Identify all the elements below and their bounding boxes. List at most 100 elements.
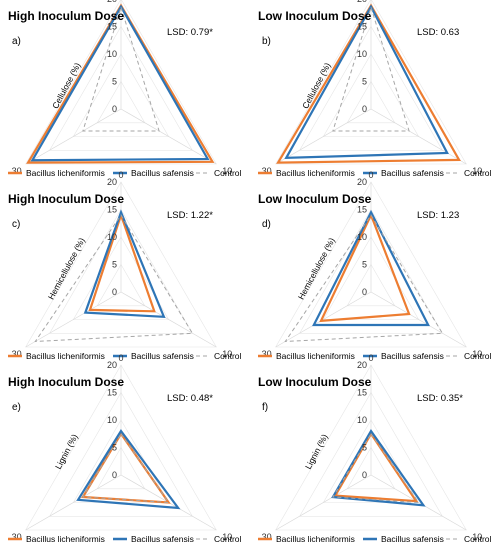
legend-label: Control — [214, 168, 242, 178]
radial-tick-label: 5 — [362, 443, 367, 453]
panel-title: Low Inoculum Dose — [258, 9, 372, 23]
radial-tick-label: 5 — [112, 77, 117, 87]
radar-grid-ring — [346, 446, 396, 490]
lsd-label: LSD: 1.22* — [167, 210, 213, 221]
legend-label: Control — [214, 351, 242, 361]
panel-letter: a) — [12, 36, 21, 47]
radar-grid-ring — [299, 391, 443, 517]
axis-category-label: 30 — [262, 532, 272, 542]
axis-category-label: 10 — [472, 166, 482, 176]
radial-tick-label: 20 — [107, 360, 117, 370]
radar-grid-ring — [72, 53, 170, 137]
radar-spoke — [275, 291, 372, 348]
radial-tick-label: 15 — [357, 22, 367, 32]
radar-spoke — [25, 291, 122, 348]
radar-grid-ring — [49, 391, 193, 517]
panel-title: Low Inoculum Dose — [258, 192, 372, 206]
radial-tick-label: 10 — [357, 49, 367, 59]
radar-panel-f: 20 15 10 5 0 0 10 30 Lignin (%) Low Inoculum Dose… — [258, 353, 492, 544]
radar-grid-ring — [322, 419, 420, 503]
radar-spoke — [25, 108, 122, 165]
series-bacillus-safensis — [312, 209, 430, 327]
radar-grid-ring — [49, 25, 193, 151]
radial-tick-label: 20 — [357, 177, 367, 187]
panel-letter: e) — [12, 402, 21, 413]
axis-category-label: 0 — [368, 353, 373, 363]
radar-spoke — [120, 291, 217, 348]
radar-grid-ring — [96, 263, 146, 307]
radial-tick-label: 10 — [107, 415, 117, 425]
radar-spoke — [120, 108, 217, 165]
radial-tick-label: 5 — [112, 260, 117, 270]
legend-label: Bacillus licheniformis — [276, 351, 355, 361]
radial-tick-label: 10 — [107, 49, 117, 59]
series-bacillus-licheniformis — [88, 211, 156, 313]
panel-title: High Inoculum Dose — [8, 375, 124, 389]
series-control — [82, 5, 160, 132]
legend-label: Bacillus safensis — [131, 168, 194, 178]
radial-tick-label: 20 — [357, 0, 367, 4]
lsd-label: LSD: 0.48* — [167, 393, 213, 404]
radar-panel-c: 20 15 10 5 0 0 10 30 Hemicellulose (%) High Inocu… — [8, 170, 242, 361]
radial-tick-label: 0 — [112, 104, 117, 114]
panel-letter: b) — [262, 36, 271, 47]
radial-tick-label: 5 — [112, 443, 117, 453]
panel-letter: d) — [262, 219, 271, 230]
series-control — [82, 432, 170, 504]
radial-tick-label: 15 — [107, 388, 117, 398]
radar-grid-ring — [275, 0, 467, 165]
axis-category-label: 30 — [262, 349, 272, 359]
radar-spoke — [370, 474, 467, 531]
radial-tick-label: 15 — [107, 205, 117, 215]
series-bacillus-safensis — [331, 428, 426, 507]
axis-category-label: 10 — [222, 532, 232, 542]
legend-label: Bacillus safensis — [381, 351, 444, 361]
series-bacillus-safensis — [76, 429, 181, 510]
radial-tick-label: 20 — [357, 360, 367, 370]
axis-title: Lignin (%) — [53, 432, 80, 471]
series-bacillus-licheniformis — [26, 3, 215, 164]
radar-grid-ring — [49, 208, 193, 334]
radial-tick-label: 15 — [107, 22, 117, 32]
panel-title: High Inoculum Dose — [8, 192, 124, 206]
radar-spoke — [275, 108, 372, 165]
radial-tick-label: 0 — [362, 287, 367, 297]
radar-grid-ring — [25, 0, 217, 165]
lsd-label: LSD: 1.23 — [417, 210, 459, 221]
radar-spoke — [370, 108, 467, 165]
axis-title: Hemicellulose (%) — [46, 236, 87, 301]
lsd-label: LSD: 0.79* — [167, 27, 213, 38]
radar-spoke — [25, 474, 122, 531]
radar-panel-b: 2015105001030Cellulose (%)Low Inoculum D… — [258, 0, 492, 178]
series-bacillus-licheniformis — [81, 431, 171, 504]
legend-label: Bacillus licheniformis — [276, 168, 355, 178]
axis-category-label: 10 — [222, 349, 232, 359]
axis-category-label: 30 — [12, 349, 22, 359]
panel-letter: f) — [262, 402, 268, 413]
radar-spoke — [370, 291, 467, 348]
radial-tick-label: 15 — [357, 388, 367, 398]
panel-title: High Inoculum Dose — [8, 9, 124, 23]
legend-label: Bacillus licheniformis — [276, 534, 355, 544]
series-control — [284, 214, 444, 343]
series-control — [34, 214, 194, 343]
radial-tick-label: 10 — [107, 232, 117, 242]
series-bacillus-safensis — [284, 4, 449, 160]
radial-tick-label: 20 — [107, 177, 117, 187]
legend-label: Bacillus safensis — [381, 168, 444, 178]
radar-grid-ring — [96, 446, 146, 490]
legend-label: Bacillus safensis — [131, 534, 194, 544]
radar-grid-ring — [96, 80, 146, 124]
axis-title: Lignin (%) — [303, 432, 330, 471]
radar-grid-ring — [275, 364, 467, 531]
legend-label: Control — [464, 351, 492, 361]
series-bacillus-licheniformis — [333, 431, 419, 503]
radial-tick-label: 15 — [357, 205, 367, 215]
axis-category-label: 30 — [12, 166, 22, 176]
radial-tick-label: 10 — [357, 415, 367, 425]
radial-tick-label: 5 — [362, 260, 367, 270]
axis-category-label: 10 — [472, 349, 482, 359]
lsd-label: LSD: 0.63 — [417, 27, 459, 38]
series-bacillus-safensis — [30, 4, 210, 162]
